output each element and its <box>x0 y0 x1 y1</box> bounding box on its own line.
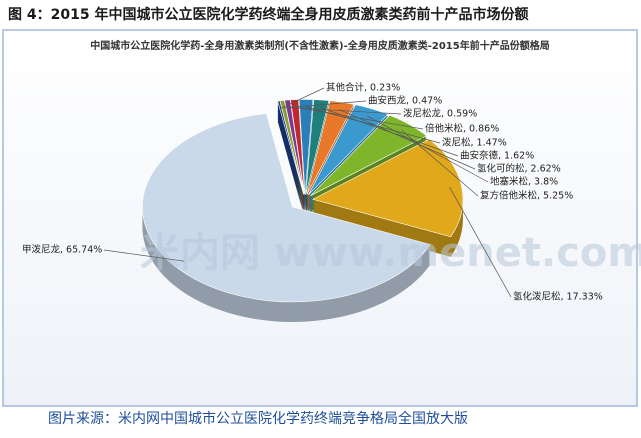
data-label: 其他合计, 0.23% <box>326 82 400 94</box>
slice-side <box>277 110 304 205</box>
data-label: 甲泼尼龙, 65.74% <box>22 244 102 256</box>
slice <box>312 138 464 238</box>
slice-side <box>277 120 304 215</box>
slice <box>284 99 305 195</box>
labels: 其他合计, 0.23%曲安西龙, 0.47%泼尼松龙, 0.59% 倍他米松, 0… <box>22 82 603 303</box>
data-label: 泼尼松, 1.47% <box>442 137 507 149</box>
slice-side <box>277 116 304 211</box>
slice <box>290 99 305 195</box>
data-label: 氢化泼尼松, 17.33% <box>513 291 603 303</box>
source-note: 图片来源：米内网中国城市公立医院化学药终端竞争格局全国放大版 <box>48 410 468 427</box>
data-label: 复方倍他米松, 5.25% <box>480 190 573 202</box>
leader-line <box>339 109 476 170</box>
slice-side <box>277 118 304 213</box>
slice <box>306 100 355 195</box>
chart-subtitle: 中国城市公立医院化学药-全身用激素类制剂(不含性激素)-全身用皮质激素类-201… <box>90 39 549 52</box>
pie <box>142 99 464 322</box>
leader-line <box>366 115 489 183</box>
slice-side <box>277 102 304 197</box>
watermark: 米内网 www.menet.com.cn <box>140 230 641 276</box>
slice-side <box>277 114 304 209</box>
slice-side <box>277 108 304 203</box>
leader-line <box>288 107 402 115</box>
data-label: 地塞米松, 3.8% <box>490 176 558 188</box>
slice-side <box>277 104 304 199</box>
data-label: 泼尼松龙, 0.59% <box>403 108 477 120</box>
slice <box>142 113 431 303</box>
data-label: 倍他米松, 0.86% <box>425 123 499 135</box>
slice <box>308 104 389 196</box>
leader-line <box>103 249 185 262</box>
slice <box>305 99 330 195</box>
leader-line <box>283 100 367 109</box>
slice-side <box>277 106 304 201</box>
data-label: 曲安西龙, 0.47% <box>368 95 442 107</box>
leader-line <box>280 87 325 109</box>
data-label: 氢化可的松, 2.62% <box>477 163 561 175</box>
slice-side <box>277 112 304 207</box>
leader-line <box>401 130 479 197</box>
chart-title: 图 4：2015 年中国城市公立医院化学药终端全身用皮质激素类药前十产品市场份额 <box>8 6 528 23</box>
leader-line <box>449 187 512 298</box>
leader-line <box>305 106 441 144</box>
data-label: 曲安奈德, 1.62% <box>460 150 534 162</box>
